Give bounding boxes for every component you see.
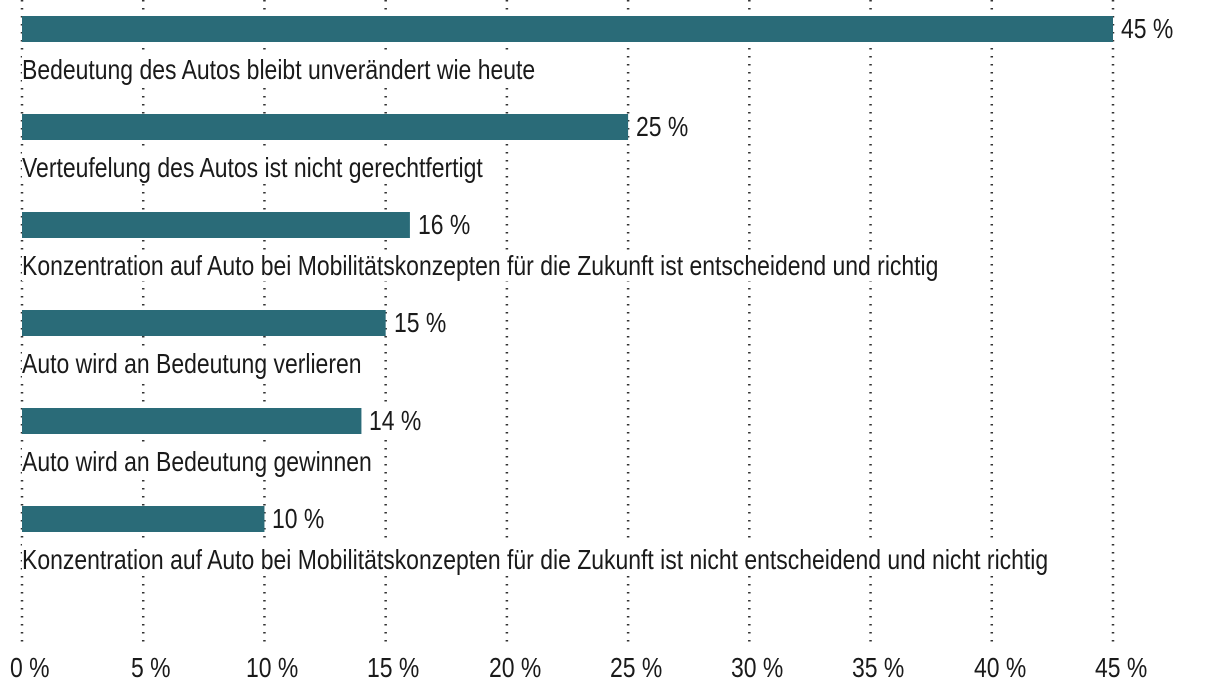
value-label: 15 % (393, 307, 446, 339)
x-tick-label: 5 % (131, 652, 172, 684)
x-tick-label: 25 % (609, 652, 663, 684)
category-label: Auto wird an Bedeutung gewinnen (22, 446, 1195, 478)
x-tick-label: 10 % (246, 652, 299, 684)
value-label-text: 45 % (1121, 13, 1174, 44)
x-tick-label: 30 % (731, 652, 784, 684)
x-tick-label-text: 35 % (852, 652, 905, 683)
bar (22, 16, 1113, 42)
category-label: Bedeutung des Autos bleibt unverändert w… (22, 54, 1195, 86)
bar (22, 408, 362, 434)
x-tick-label: 0 % (10, 652, 50, 684)
category-label: Konzentration auf Auto bei Mobilitätskon… (22, 544, 1195, 576)
bar (22, 506, 265, 532)
category-label: Verteufelung des Autos ist nicht gerecht… (22, 152, 1195, 184)
bar (22, 212, 410, 238)
x-tick-label-text: 30 % (731, 652, 784, 683)
x-tick-label: 40 % (973, 652, 1026, 684)
x-tick-label: 15 % (367, 652, 420, 684)
bar (22, 114, 629, 140)
x-tick-label: 20 % (488, 652, 542, 684)
value-label: 14 % (369, 405, 422, 437)
value-label-text: 14 % (369, 405, 422, 436)
x-tick-label: 45 % (1094, 652, 1148, 684)
x-tick-label-text: 25 % (609, 652, 663, 683)
category-label-text: Verteufelung des Autos ist nicht gerecht… (22, 152, 483, 183)
category-label-text: Konzentration auf Auto bei Mobilitätskon… (22, 250, 939, 281)
x-tick-label-text: 20 % (488, 652, 542, 683)
value-label: 45 % (1121, 13, 1174, 45)
value-label-text: 10 % (272, 503, 325, 534)
value-label: 10 % (272, 503, 325, 535)
x-tick-label-text: 10 % (246, 652, 299, 683)
category-label-text: Auto wird an Bedeutung verlieren (22, 348, 362, 379)
x-tick-label-text: 5 % (131, 652, 172, 683)
x-tick-label: 35 % (852, 652, 905, 684)
category-label-text: Konzentration auf Auto bei Mobilitätskon… (22, 544, 1049, 575)
value-label-text: 25 % (636, 111, 689, 142)
category-label: Auto wird an Bedeutung verlieren (22, 348, 1195, 380)
value-label: 25 % (636, 111, 689, 143)
bar (22, 310, 386, 336)
value-label-text: 15 % (393, 307, 446, 338)
value-label-text: 16 % (417, 209, 471, 240)
value-label: 16 % (417, 209, 471, 241)
x-tick-label-text: 40 % (973, 652, 1026, 683)
x-tick-label-text: 15 % (367, 652, 420, 683)
category-label: Konzentration auf Auto bei Mobilitätskon… (22, 250, 1195, 282)
x-tick-label-text: 45 % (1094, 652, 1148, 683)
category-label-text: Auto wird an Bedeutung gewinnen (22, 446, 372, 477)
x-tick-label-text: 0 % (10, 652, 50, 683)
category-label-text: Bedeutung des Autos bleibt unverändert w… (22, 54, 536, 85)
